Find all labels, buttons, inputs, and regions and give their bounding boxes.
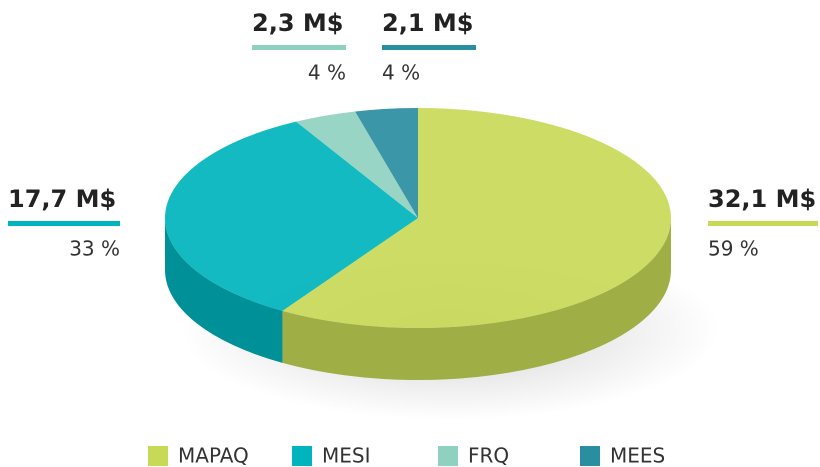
slice bbox=[355, 108, 418, 218]
legend-label: MEES bbox=[610, 444, 665, 467]
percent-label: 4 % bbox=[382, 61, 420, 85]
amount-label: 32,1 M$ bbox=[708, 185, 816, 213]
percent-label: 4 % bbox=[308, 61, 346, 85]
slice bbox=[165, 121, 418, 311]
legend-swatch bbox=[292, 446, 312, 466]
legend-label: MESI bbox=[322, 444, 371, 467]
label-underline bbox=[8, 221, 120, 226]
legend-label: MAPAQ bbox=[178, 444, 249, 467]
percent-label: 59 % bbox=[708, 237, 759, 261]
legend-label: FRQ bbox=[468, 444, 509, 467]
slice-side bbox=[282, 218, 671, 380]
slice bbox=[296, 111, 418, 218]
label-underline bbox=[252, 45, 346, 50]
amount-label: 2,3 M$ bbox=[252, 9, 343, 37]
amount-label: 17,7 M$ bbox=[8, 185, 116, 213]
legend-swatch bbox=[438, 446, 458, 466]
percent-label: 33 % bbox=[69, 237, 120, 261]
label-underline bbox=[382, 45, 476, 50]
slice-side bbox=[165, 218, 283, 363]
slice bbox=[282, 108, 672, 329]
label-underline bbox=[708, 221, 818, 226]
legend-swatch bbox=[580, 446, 600, 466]
legend-swatch bbox=[148, 446, 168, 466]
amount-label: 2,1 M$ bbox=[382, 9, 473, 37]
